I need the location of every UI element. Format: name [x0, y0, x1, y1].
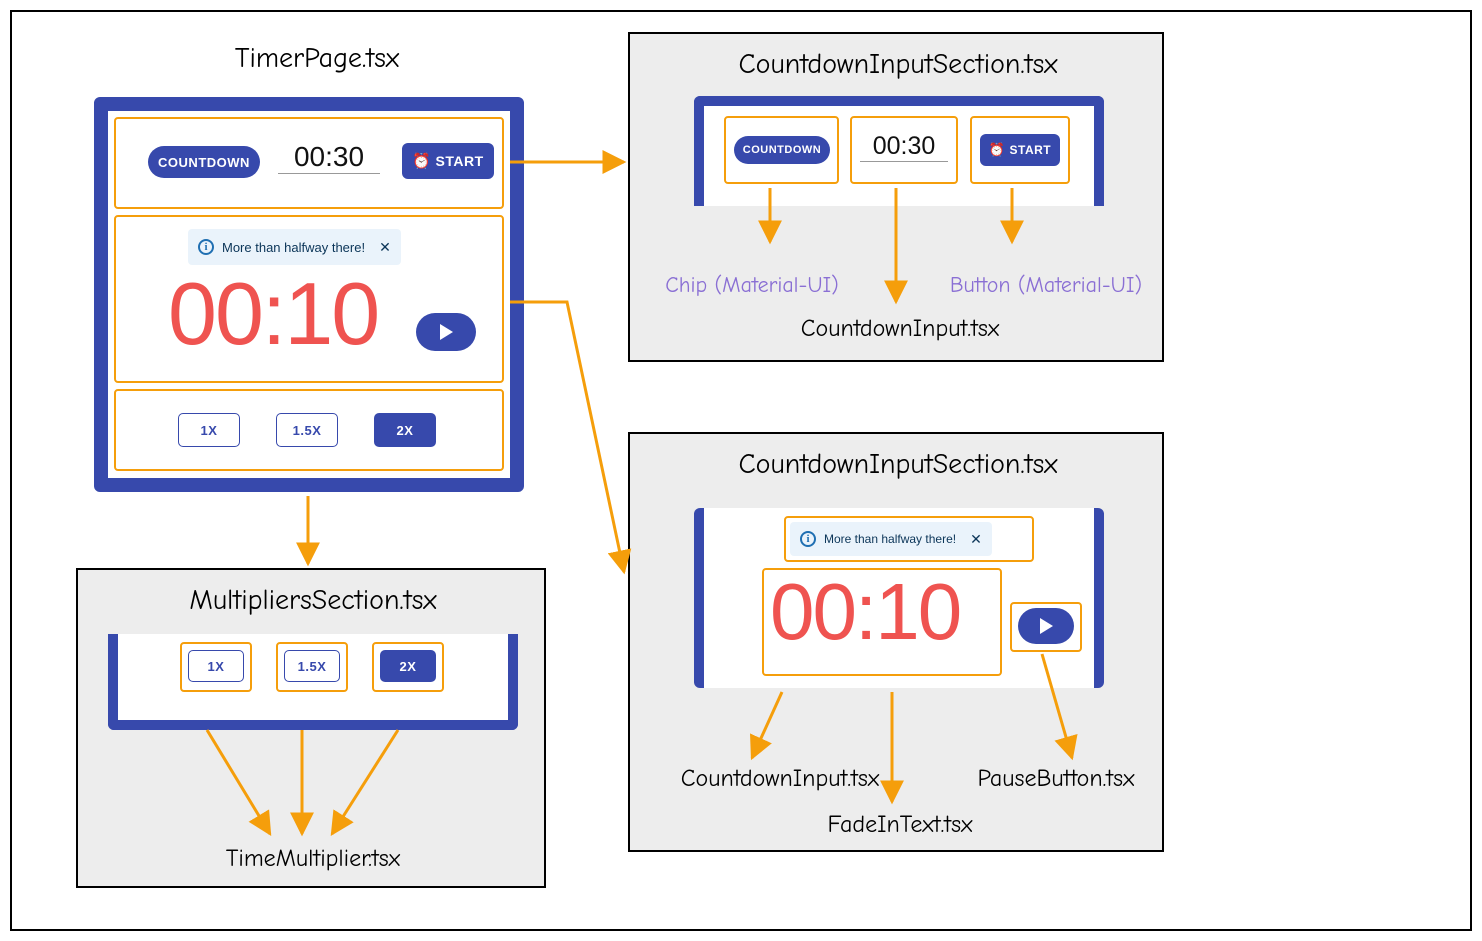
- play-button[interactable]: [1018, 608, 1074, 644]
- diagram-canvas: TimerPage.tsx COUNTDOWN 00:30 ⏰ START i …: [10, 10, 1472, 931]
- play-button[interactable]: [416, 313, 476, 351]
- halfway-alert: i More than halfway there! ✕: [188, 229, 401, 265]
- countdown-annotation-label: CountdownInput.tsx: [640, 764, 920, 792]
- alarm-icon: ⏰: [989, 142, 1006, 158]
- start-button-label: START: [1010, 143, 1052, 157]
- alert-text: More than halfway there!: [824, 532, 956, 546]
- multiplier-1-5x[interactable]: 1.5X: [276, 413, 338, 447]
- multiplier-annotation-label: TimeMultiplier.tsx: [78, 844, 548, 872]
- close-icon[interactable]: ✕: [970, 531, 982, 548]
- chip-annotation-label: Chip (Material-UI): [642, 272, 862, 298]
- button-annotation-label: Button (Material-UI): [926, 272, 1166, 298]
- play-icon: [440, 324, 453, 340]
- close-icon[interactable]: ✕: [379, 239, 391, 256]
- fadein-annotation-label: FadeInText.tsx: [790, 810, 1010, 838]
- countdown-display: 00:10: [168, 263, 378, 365]
- multipliers-widget: 1X 1.5X 2X: [108, 634, 518, 730]
- multiplier-2x[interactable]: 2X: [380, 650, 436, 682]
- timer-page-widget: COUNTDOWN 00:30 ⏰ START i More than half…: [94, 97, 524, 492]
- countdown-display: 00:10: [770, 566, 960, 658]
- start-button-label: START: [436, 153, 484, 169]
- multiplier-2x[interactable]: 2X: [374, 413, 436, 447]
- multiplier-1-5x[interactable]: 1.5X: [284, 650, 340, 682]
- play-icon: [1040, 618, 1053, 634]
- timer-page-title: TimerPage.tsx: [102, 42, 532, 74]
- time-input[interactable]: 00:30: [278, 141, 380, 174]
- input-widget: COUNTDOWN 00:30 ⏰ START: [694, 96, 1104, 206]
- start-button[interactable]: ⏰ START: [980, 134, 1060, 166]
- halfway-alert: i More than halfway there! ✕: [790, 522, 992, 556]
- multiplier-1x[interactable]: 1X: [188, 650, 244, 682]
- countdown-chip[interactable]: COUNTDOWN: [734, 136, 830, 164]
- alarm-icon: ⏰: [412, 152, 431, 170]
- pause-annotation-label: PauseButton.tsx: [946, 764, 1166, 792]
- multiplier-1x[interactable]: 1X: [178, 413, 240, 447]
- info-icon: i: [800, 531, 816, 547]
- alert-text: More than halfway there!: [222, 240, 365, 255]
- display-section-title: CountdownInputSection.tsx: [630, 448, 1166, 480]
- input-section-title: CountdownInputSection.tsx: [630, 48, 1166, 80]
- multipliers-title: MultipliersSection.tsx: [78, 584, 548, 616]
- start-button[interactable]: ⏰ START: [402, 143, 494, 179]
- time-input[interactable]: 00:30: [860, 132, 948, 162]
- input-section-panel: CountdownInputSection.tsx COUNTDOWN 00:3…: [628, 32, 1164, 362]
- input-annotation-label: CountdownInput.tsx: [760, 314, 1040, 342]
- display-widget: i More than halfway there! ✕ 00:10: [694, 508, 1104, 688]
- countdown-chip[interactable]: COUNTDOWN: [148, 146, 260, 178]
- display-section-panel: CountdownInputSection.tsx i More than ha…: [628, 432, 1164, 852]
- info-icon: i: [198, 239, 214, 255]
- multipliers-panel: MultipliersSection.tsx 1X 1.5X 2X TimeMu…: [76, 568, 546, 888]
